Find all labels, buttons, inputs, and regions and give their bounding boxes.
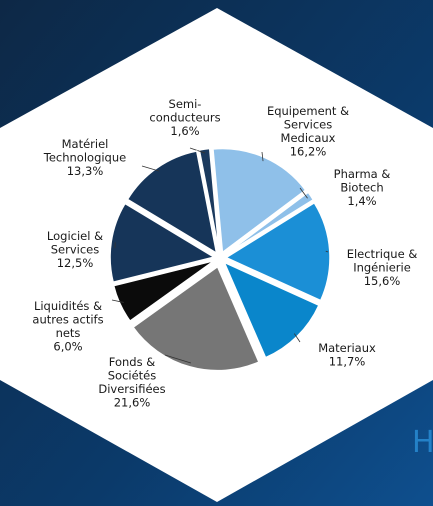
leader-line xyxy=(325,250,329,253)
hexagon xyxy=(0,8,433,502)
slice-label: Equipement & Services Medicaux xyxy=(267,104,349,145)
slice-label: Liquidités & autres actifs nets xyxy=(32,299,103,340)
value-label: 15,6% xyxy=(364,274,401,288)
background-text: H xyxy=(412,425,433,460)
leader-line xyxy=(293,333,301,343)
slice-label: Electrique & Ingénierie xyxy=(347,247,418,275)
leader-line xyxy=(141,165,160,172)
pie-slice xyxy=(222,260,320,359)
pie-slice xyxy=(131,265,260,372)
leader-line xyxy=(164,354,192,364)
value-label: 12,5% xyxy=(57,256,94,270)
value-label: 21,6% xyxy=(114,396,151,410)
pie-slice xyxy=(224,201,331,302)
slice-label: Semi-conducteurs xyxy=(149,97,220,125)
slice-label: Pharma & Biotech xyxy=(334,167,391,195)
pie-slice xyxy=(212,147,307,254)
slice-label: Fonds & Sociétés Diversifiées xyxy=(98,355,165,396)
value-label: 6,0% xyxy=(53,340,82,354)
leader-line xyxy=(111,299,124,303)
slice-label: Logiciel & Services xyxy=(47,229,103,257)
pie-slice xyxy=(224,191,315,256)
leader-line xyxy=(261,151,264,162)
slice-label: Materiaux xyxy=(318,341,376,355)
leader-line xyxy=(189,147,206,154)
value-label: 16,2% xyxy=(290,145,327,159)
pie-slice xyxy=(126,150,218,255)
value-label: 11,7% xyxy=(329,355,366,369)
pie-slice xyxy=(198,147,220,253)
value-label: 1,4% xyxy=(347,194,376,208)
slice-label: Matériel Technologique xyxy=(43,137,126,165)
pie-slice xyxy=(109,202,217,284)
leader-line xyxy=(299,187,308,199)
value-label: 1,6% xyxy=(170,124,199,138)
pie-slice xyxy=(112,259,215,323)
value-label: 13,3% xyxy=(67,164,104,178)
